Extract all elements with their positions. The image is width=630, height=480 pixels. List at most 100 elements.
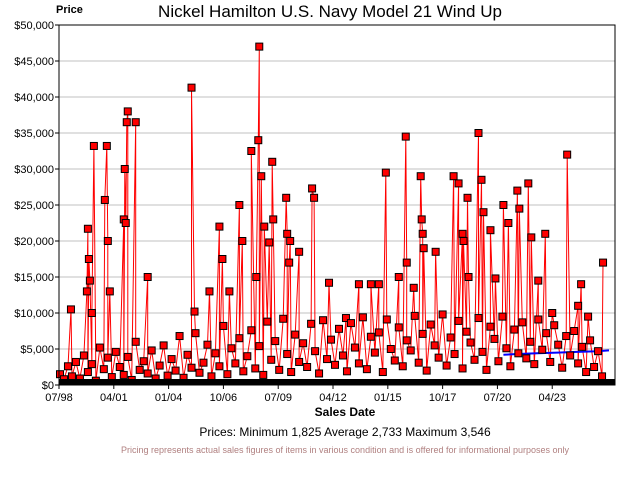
- sale-point: [410, 311, 419, 320]
- sale-point: [590, 363, 599, 371]
- sale-point: [442, 361, 451, 370]
- sale-point: [147, 346, 156, 355]
- x-tick-label: 04/23: [538, 392, 566, 404]
- sale-point: [459, 237, 468, 245]
- sale-point: [490, 334, 499, 343]
- sale-point: [518, 318, 527, 327]
- sale-point: [409, 283, 418, 292]
- sale-point: [311, 347, 320, 356]
- sale-point: [67, 372, 76, 381]
- x-tick-label: 04/12: [319, 392, 347, 404]
- sale-point: [143, 273, 152, 281]
- sale-point: [486, 226, 495, 235]
- sale-point: [223, 370, 232, 379]
- sale-point: [155, 361, 164, 370]
- y-tick-label: $50,000: [14, 20, 54, 32]
- sale-point: [450, 350, 459, 359]
- sale-point: [434, 353, 443, 362]
- x-axis-label: Sales Date: [314, 405, 376, 419]
- sale-point: [402, 336, 411, 345]
- sale-point: [231, 359, 240, 368]
- sale-point: [295, 357, 304, 366]
- sale-point: [139, 357, 148, 366]
- x-tick-label: 04/01: [100, 392, 128, 404]
- sale-point: [218, 255, 227, 263]
- sale-point: [546, 357, 555, 366]
- y-tick-label: $10,000: [14, 308, 54, 320]
- sale-point: [135, 365, 144, 374]
- sale-point: [100, 195, 109, 204]
- sale-point: [486, 322, 495, 331]
- sale-point: [474, 129, 483, 137]
- sale-point: [470, 355, 479, 364]
- sale-point: [299, 339, 308, 348]
- sale-point: [171, 366, 180, 375]
- sale-point: [378, 368, 387, 377]
- sale-point: [341, 314, 350, 323]
- sale-point: [381, 168, 390, 177]
- y-tick-label: $5,000: [20, 344, 54, 356]
- sale-point: [251, 364, 260, 373]
- sale-point: [382, 315, 391, 324]
- sale-point: [195, 368, 204, 377]
- sale-point: [203, 340, 212, 349]
- x-tick-label: 10/17: [429, 392, 457, 404]
- sale-point: [514, 349, 523, 358]
- y-tick-label: $35,000: [14, 128, 54, 140]
- sale-point: [394, 323, 403, 332]
- sale-point: [454, 316, 463, 325]
- sale-point: [120, 165, 129, 173]
- sale-point: [119, 370, 128, 379]
- sale-point: [416, 172, 425, 181]
- sale-point: [87, 360, 96, 369]
- sale-point: [225, 287, 234, 296]
- sale-point: [374, 280, 383, 289]
- sale-point: [374, 328, 383, 337]
- sale-point: [227, 344, 236, 353]
- sale-point: [215, 222, 224, 231]
- sale-point: [462, 327, 471, 336]
- sale-point: [87, 309, 96, 317]
- sale-point: [562, 332, 571, 341]
- sale-point: [319, 316, 328, 325]
- sale-point: [285, 258, 294, 267]
- sale-point: [238, 237, 247, 245]
- sale-point: [464, 273, 473, 281]
- sale-point: [526, 337, 535, 346]
- sale-point: [390, 356, 399, 365]
- x-tick-label: 07/09: [264, 392, 292, 404]
- sale-point: [478, 347, 487, 356]
- sale-point: [260, 222, 269, 231]
- sale-point: [366, 280, 375, 289]
- sale-point: [474, 314, 483, 323]
- sale-point: [115, 363, 124, 371]
- sale-point: [477, 175, 486, 184]
- sale-point: [494, 357, 503, 366]
- sale-point: [554, 340, 563, 349]
- y-tick-label: $25,000: [14, 200, 54, 212]
- sale-point: [257, 172, 266, 181]
- sale-point: [95, 343, 104, 352]
- sale-point: [386, 345, 395, 353]
- sale-point: [558, 363, 567, 372]
- sale-point: [82, 287, 91, 296]
- sale-point: [513, 186, 522, 195]
- sale-point: [542, 329, 551, 338]
- sale-point: [570, 327, 579, 335]
- sale-point: [307, 319, 316, 328]
- sale-point: [243, 352, 252, 361]
- sale-point: [430, 341, 439, 350]
- sale-point: [402, 258, 411, 267]
- y-tick-label: $30,000: [14, 164, 54, 176]
- sale-point: [199, 358, 208, 367]
- sale-point: [398, 362, 407, 371]
- y-tick-label: $40,000: [14, 92, 54, 104]
- sale-point: [259, 370, 268, 379]
- sale-point: [325, 278, 334, 287]
- sale-point: [491, 274, 500, 283]
- x-tick-label: 07/98: [45, 392, 73, 404]
- sale-point: [239, 367, 248, 376]
- sale-point: [267, 355, 276, 364]
- sale-point: [211, 349, 220, 358]
- sale-point: [414, 358, 423, 367]
